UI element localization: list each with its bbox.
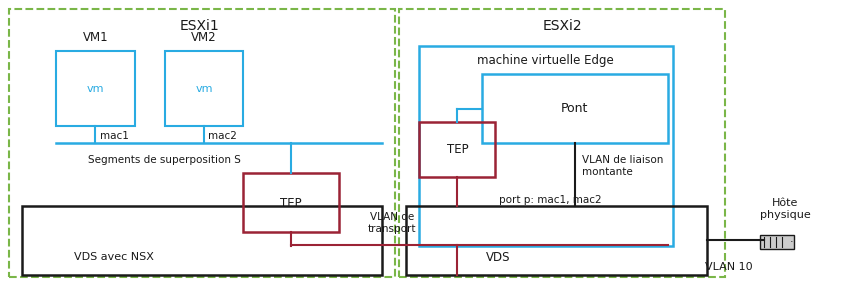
Text: VDS avec NSX: VDS avec NSX [74, 253, 154, 262]
Polygon shape [760, 235, 794, 249]
Text: VLAN de liaison
montante: VLAN de liaison montante [582, 155, 663, 177]
Text: Hôte
physique: Hôte physique [760, 198, 811, 220]
Text: VM1: VM1 [82, 31, 108, 44]
Text: VDS: VDS [486, 251, 510, 264]
Text: machine virtuelle Edge: machine virtuelle Edge [477, 53, 614, 67]
Text: TEP: TEP [280, 196, 301, 210]
Text: TEP: TEP [447, 143, 468, 156]
Text: Segments de superposition S: Segments de superposition S [89, 155, 241, 165]
Text: Pont: Pont [561, 102, 589, 115]
Text: VLAN 10: VLAN 10 [706, 263, 753, 272]
Text: mac1: mac1 [100, 131, 128, 141]
Text: port p: mac1, mac2: port p: mac1, mac2 [499, 195, 602, 205]
Text: ·: · [790, 237, 793, 247]
Text: ESXi2: ESXi2 [542, 19, 582, 33]
Text: VM2: VM2 [191, 31, 217, 44]
Text: VLAN de
transport: VLAN de transport [368, 212, 417, 234]
Text: vm: vm [195, 84, 213, 94]
Text: ESXi1: ESXi1 [180, 19, 220, 33]
Text: mac2: mac2 [208, 131, 237, 141]
Text: vm: vm [87, 84, 104, 94]
